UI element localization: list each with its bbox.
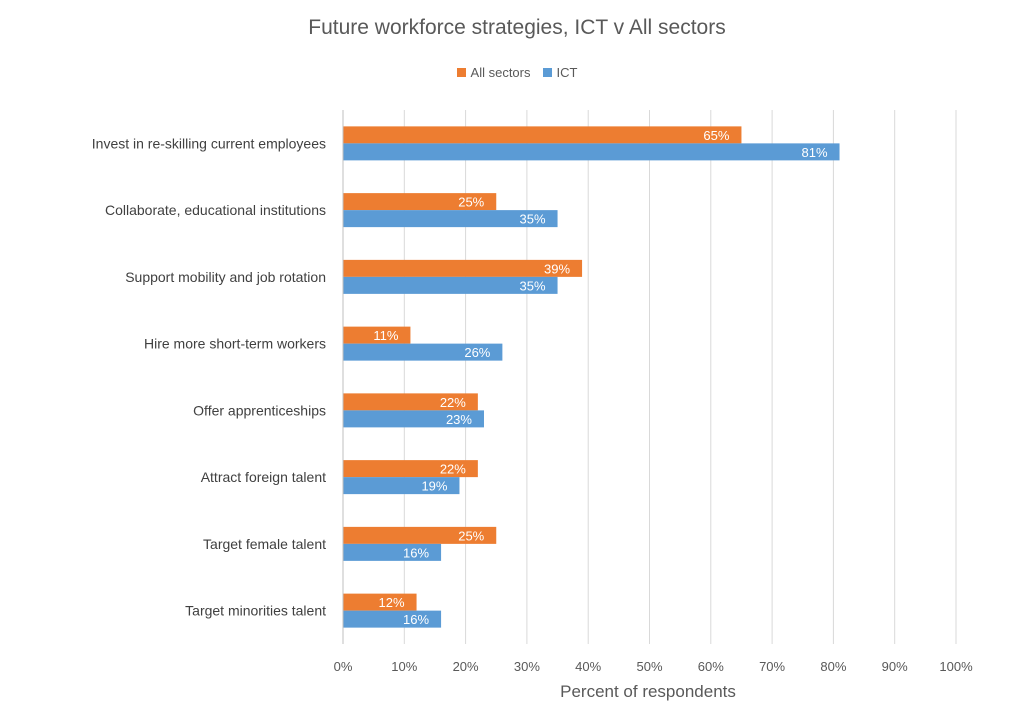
- bar-ict-4: [343, 410, 484, 428]
- legend-swatch-all-sectors: [456, 68, 466, 77]
- data-label-all-sectors-5: 22%: [440, 462, 466, 477]
- x-tick-label-8: 80%: [820, 659, 846, 674]
- x-tick-label-7: 70%: [759, 659, 785, 674]
- category-label-2: Support mobility and job rotation: [125, 269, 326, 285]
- data-label-all-sectors-1: 25%: [458, 195, 484, 210]
- category-label-6: Target female talent: [203, 536, 326, 552]
- data-label-ict-4: 23%: [446, 412, 472, 427]
- bar-ict-0: [343, 143, 840, 161]
- chart-title: Future workforce strategies, ICT v All s…: [308, 16, 726, 39]
- x-tick-label-9: 90%: [882, 659, 908, 674]
- data-label-all-sectors-3: 11%: [373, 328, 398, 343]
- data-label-all-sectors-6: 25%: [458, 528, 484, 543]
- data-label-all-sectors-7: 12%: [379, 595, 405, 610]
- category-label-1: Collaborate, educational institutions: [105, 202, 326, 218]
- category-label-3: Hire more short-term workers: [144, 336, 326, 352]
- bar-ict-7: [343, 610, 442, 628]
- bar-all-sectors-5: [343, 460, 478, 478]
- category-label-5: Attract foreign talent: [201, 469, 326, 485]
- bar-ict-3: [343, 343, 503, 361]
- data-label-all-sectors-2: 39%: [544, 261, 570, 276]
- legend-label-all-sectors: All sectors: [470, 65, 531, 80]
- x-tick-label-10: 100%: [939, 659, 973, 674]
- bar-ict-6: [343, 543, 442, 561]
- legend-item-all-sectors[interactable]: All sectors: [456, 65, 531, 80]
- x-tick-label-3: 30%: [514, 659, 540, 674]
- data-label-ict-6: 16%: [403, 545, 429, 560]
- legend-label-ict: ICT: [556, 65, 578, 80]
- bar-all-sectors-6: [343, 526, 497, 544]
- bar-all-sectors-1: [343, 193, 497, 211]
- data-label-ict-5: 19%: [421, 479, 447, 494]
- legend-item-ict[interactable]: ICT: [542, 65, 578, 80]
- data-label-all-sectors-4: 22%: [440, 395, 466, 410]
- data-label-all-sectors-0: 65%: [703, 128, 729, 143]
- bar-all-sectors-7: [343, 593, 417, 611]
- x-tick-label-5: 50%: [636, 659, 662, 674]
- x-tick-label-1: 10%: [391, 659, 417, 674]
- category-label-4: Offer apprenticeships: [193, 402, 326, 418]
- x-tick-label-2: 20%: [453, 659, 479, 674]
- x-axis-label: Percent of respondents: [560, 682, 736, 701]
- bar-ict-2: [343, 276, 558, 294]
- legend-swatch-ict: [542, 68, 552, 77]
- category-label-7: Target minorities talent: [185, 603, 326, 619]
- x-tick-label-0: 0%: [334, 659, 353, 674]
- x-tick-label-6: 60%: [698, 659, 724, 674]
- bar-all-sectors-2: [343, 259, 583, 277]
- data-label-ict-7: 16%: [403, 612, 429, 627]
- bar-all-sectors-4: [343, 393, 478, 411]
- bar-ict-5: [343, 477, 460, 495]
- data-label-ict-3: 26%: [464, 345, 490, 360]
- bar-all-sectors-0: [343, 126, 742, 144]
- data-label-ict-0: 81%: [801, 145, 827, 160]
- bar-all-sectors-3: [343, 326, 411, 344]
- category-label-0: Invest in re-skilling current employees: [92, 135, 326, 151]
- data-label-ict-2: 35%: [520, 278, 546, 293]
- bar-ict-1: [343, 210, 558, 228]
- data-label-ict-1: 35%: [520, 212, 546, 227]
- x-tick-label-4: 40%: [575, 659, 601, 674]
- legend: All sectors ICT: [0, 65, 1034, 80]
